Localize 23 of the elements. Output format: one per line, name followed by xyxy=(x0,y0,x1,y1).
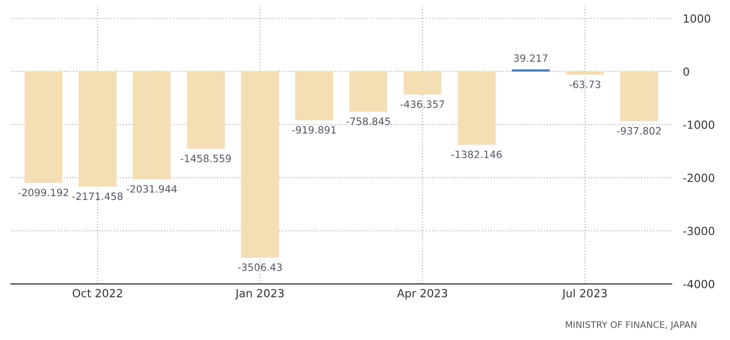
data-label: -1382.146 xyxy=(451,150,502,158)
y-tick-label: 1000 xyxy=(684,14,710,23)
data-label: -3506.43 xyxy=(238,263,282,271)
data-label: -1458.559 xyxy=(180,154,231,162)
y-tick-label: -4000 xyxy=(683,280,714,288)
x-tick-label: Jul 2023 xyxy=(562,288,607,300)
text: MINISTRY OF FINANCE, JAPAN xyxy=(566,321,696,330)
data-label: -2171.458 xyxy=(72,192,123,200)
data-label: -2031.944 xyxy=(126,185,177,193)
y-tick-label: -2000 xyxy=(683,174,714,182)
y-tick-label: -3000 xyxy=(683,226,714,236)
y-tick-label: 0 xyxy=(683,67,690,76)
data-label: -436.357 xyxy=(400,100,444,108)
data-label: -63.73 xyxy=(569,80,600,88)
data-label: -758.845 xyxy=(346,118,390,126)
x-tick-label: Jan 2023 xyxy=(235,288,284,300)
y-tick-label: -1000 xyxy=(683,120,714,129)
data-label: -919.891 xyxy=(292,126,336,134)
x-tick-label: Oct 2022 xyxy=(72,288,122,298)
data-label: 39.217 xyxy=(514,54,548,62)
data-label: -2099.192 xyxy=(18,188,68,196)
data-label: -937.802 xyxy=(617,127,661,135)
x-tick-label: Apr 2023 xyxy=(397,288,448,300)
